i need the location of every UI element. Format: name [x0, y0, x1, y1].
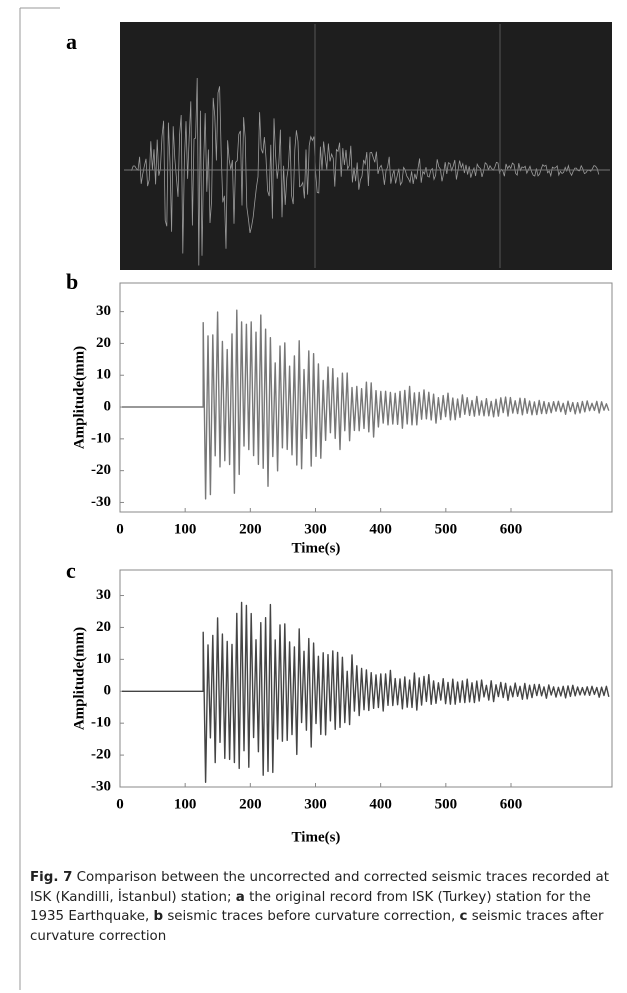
caption-text: seismic traces before curvature correcti… [163, 909, 460, 924]
x-axis-label: Time(s) [292, 829, 341, 845]
y-tick-label: -30 [91, 494, 111, 510]
caption: Fig. 7 Comparison between the uncorrecte… [30, 868, 618, 946]
waveform [122, 309, 610, 500]
y-tick-label: -20 [91, 747, 111, 763]
x-tick-label: 100 [174, 796, 197, 812]
x-tick-label: 400 [369, 521, 392, 537]
panel-label: c [66, 558, 76, 583]
y-tick-label: 0 [104, 398, 112, 414]
panel-label: a [66, 29, 77, 54]
caption-text: Comparison between the uncorrected and c… [30, 870, 609, 905]
y-tick-label: -10 [91, 715, 111, 731]
x-tick-label: 100 [174, 521, 197, 537]
x-tick-label: 300 [304, 796, 327, 812]
y-tick-label: 0 [104, 683, 112, 699]
x-tick-label: 200 [239, 521, 262, 537]
x-tick-label: 600 [500, 796, 523, 812]
x-tick-label: 200 [239, 796, 262, 812]
x-tick-label: 400 [369, 796, 392, 812]
x-tick-label: 500 [435, 521, 458, 537]
caption-text: a [235, 889, 245, 905]
y-tick-label: -10 [91, 430, 111, 446]
y-tick-label: 20 [96, 335, 111, 351]
y-axis-label: Amplitude(mm) [71, 627, 87, 730]
x-tick-label: 300 [304, 521, 327, 537]
x-tick-label: 600 [500, 521, 523, 537]
x-tick-label: 0 [116, 796, 124, 812]
plot-frame [119, 569, 613, 788]
y-tick-label: 30 [96, 303, 111, 319]
panel-label: b [66, 269, 78, 294]
waveform [122, 601, 610, 783]
y-tick-label: -20 [91, 462, 111, 478]
caption-label: Fig. 7 [30, 870, 73, 885]
y-tick-label: 30 [96, 587, 111, 603]
caption-text: seismic traces after curvature correctio… [30, 909, 604, 944]
y-tick-label: -30 [91, 778, 111, 794]
y-tick-label: 10 [96, 651, 111, 667]
x-axis-label: Time(s) [292, 540, 341, 556]
y-tick-label: 20 [96, 619, 111, 635]
x-tick-label: 0 [116, 521, 124, 537]
caption-text: b [153, 909, 164, 924]
x-tick-label: 500 [435, 796, 458, 812]
y-tick-label: 10 [96, 367, 111, 383]
caption-text: c [459, 909, 468, 924]
caption-text: the original record from ISK (Turkey) st… [30, 889, 591, 925]
y-axis-label: Amplitude(mm) [71, 346, 87, 449]
plot-frame [119, 282, 613, 513]
